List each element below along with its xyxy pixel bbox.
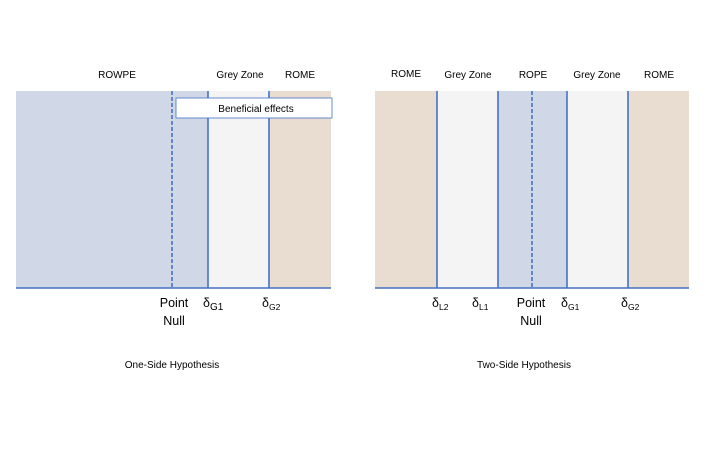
one-side-point-label: Point bbox=[160, 296, 189, 310]
beneficial-effects-callout-box bbox=[175, 97, 333, 119]
one-side-grey-zone-region bbox=[208, 91, 269, 288]
one-side-rowpe-label: ROWPE bbox=[98, 70, 136, 81]
two-side-null-label: Null bbox=[520, 314, 542, 328]
one-side-null-label: Null bbox=[163, 314, 185, 328]
two-side-rome-left-label: ROME bbox=[391, 69, 421, 80]
two-side-rome-right-label: ROME bbox=[644, 70, 674, 81]
beneficial-effects-callout-label: Beneficial effects bbox=[218, 104, 293, 115]
one-side-rome-label: ROME bbox=[285, 70, 315, 81]
two-side-caption: Two-Side Hypothesis bbox=[477, 360, 571, 371]
two-side-panel: ROME Grey Zone ROPE Grey Zone ROME δL2 δ… bbox=[375, 69, 689, 371]
two-side-delta-g2-label: δG2 bbox=[621, 296, 640, 312]
two-side-point-label: Point bbox=[517, 296, 546, 310]
two-side-rome-right-region bbox=[628, 91, 689, 288]
two-side-grey-left-region bbox=[437, 91, 498, 288]
two-side-rope-label: ROPE bbox=[519, 70, 548, 81]
two-side-grey-right-region bbox=[567, 91, 628, 288]
two-side-grey-right-label: Grey Zone bbox=[573, 70, 621, 81]
one-side-delta-g2-label: δG2 bbox=[262, 296, 281, 312]
one-side-delta-g1-label: δG1 bbox=[203, 296, 224, 313]
one-side-panel: Beneficial effects ROWPE Grey Zone ROME … bbox=[16, 70, 333, 371]
one-side-caption: One-Side Hypothesis bbox=[125, 360, 220, 371]
two-side-delta-g1-label: δG1 bbox=[561, 296, 580, 312]
one-side-grey-zone-label: Grey Zone bbox=[216, 70, 264, 81]
two-side-delta-l1-label: δL1 bbox=[472, 296, 489, 312]
two-side-grey-left-label: Grey Zone bbox=[444, 70, 492, 81]
two-side-delta-l2-label: δL2 bbox=[432, 296, 449, 312]
one-side-rowpe-region bbox=[16, 91, 208, 288]
two-side-rome-left-region bbox=[375, 91, 437, 288]
one-side-rome-region bbox=[269, 91, 331, 288]
